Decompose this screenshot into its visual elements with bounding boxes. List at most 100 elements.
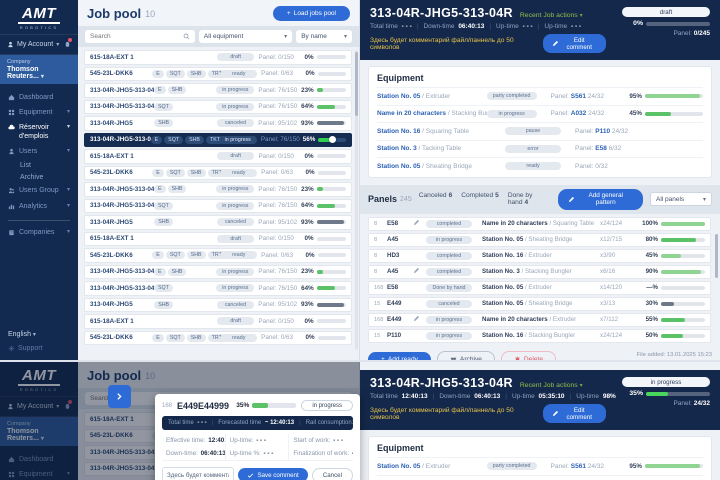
equipment-row[interactable]: Name in 20 characters / Stacking Bungler… [377, 104, 703, 123]
sort-select[interactable]: By name ▾ [296, 30, 352, 43]
language-selector[interactable]: English ▾ [8, 331, 36, 338]
job-status-badge: in progress [216, 267, 255, 276]
panel-row[interactable]: 15 E449 canceled Station No. 05 / Sheating … [368, 296, 711, 311]
search-input[interactable] [90, 33, 183, 40]
chevron-down-icon: ▾ [40, 436, 44, 442]
panel-status-badge: Done by hand [426, 283, 472, 292]
sidebar-item-equipment[interactable]: Equipment ▾ [0, 105, 78, 120]
stat-value: 5 [495, 192, 499, 199]
sidebar-item-label: Companies [19, 229, 55, 237]
edit-comment-button[interactable]: Edit comment [542, 34, 606, 53]
comment-input[interactable] [162, 467, 235, 480]
sidebar-item-r-servoir-d-emplois[interactable]: Réservoir d'emplois ▾ [0, 121, 78, 145]
bell-icon[interactable] [64, 400, 72, 411]
scrollbar-thumb[interactable] [715, 233, 718, 278]
job-status-badge: draft [216, 234, 255, 243]
support-link[interactable]: Support [8, 345, 70, 352]
expand-panel-button[interactable] [108, 385, 131, 408]
equipment-row[interactable]: Station No. 3 / Tacking Table error Panel:… [377, 139, 703, 158]
panel-row[interactable]: 168 E449 in progress Name in 20 characters … [368, 312, 711, 327]
equipment-row[interactable]: Station No. 16 / Squaring Table pause Pane… [377, 122, 703, 140]
cancel-button[interactable]: Cancel [311, 467, 353, 480]
scrollbar-thumb[interactable] [355, 52, 358, 116]
equipment-row[interactable]: Station No. 05 / Extruder party completed… [377, 87, 703, 105]
sidebar-subitem-list[interactable]: List [20, 162, 31, 170]
equipment-row[interactable]: Station No. 05 / Sheating Bridge ready Pan… [377, 157, 703, 175]
panel-row[interactable]: 8 E58 completed Name in 20 characters / Squ… [368, 216, 711, 231]
panel-count: 0/32 [595, 162, 608, 170]
brand-amt: AMT [18, 368, 60, 386]
panel-row[interactable]: 15 P110 in progress Station No. 16 / Stacki… [368, 328, 711, 343]
sidebar-item-equipment[interactable]: Equipment ▾ [0, 467, 78, 480]
panel-row-index: 168 [374, 284, 384, 291]
panel-row[interactable]: 8 HD3 completed Station No. 16 / Extruder x3… [368, 248, 711, 263]
sidebar-item-users[interactable]: Users ▾ [0, 145, 78, 160]
separator: | [211, 420, 214, 426]
equipment-filter-select[interactable]: All equipment ▾ [198, 30, 293, 43]
plus-icon: + [381, 355, 385, 360]
panels-filter-select[interactable]: All panels ▾ [650, 192, 712, 206]
sidebar-item-users-group[interactable]: Users Group ▾ [0, 184, 78, 199]
panel-row[interactable]: 168 E58 Done by hand Station No. 05 / Extru… [368, 280, 711, 295]
progress-fill [645, 464, 701, 469]
search-box[interactable] [85, 30, 195, 43]
recent-job-actions-link[interactable]: Recent Job actions ▾ [519, 12, 583, 19]
panels-stat-canceled: Canceled 6 [419, 192, 453, 206]
sidebar-item-analytics[interactable]: Analytics ▾ [0, 199, 78, 214]
equipment-row[interactable]: Name in 20 characters / Stacking Bungler… [377, 474, 703, 480]
company-selector[interactable]: Company Thomson Reuters... ▾ [0, 55, 78, 84]
job-row[interactable]: 313-04R-JHG5 SHB canceled Panel: 95/102 93% [84, 116, 352, 131]
plus-icon: + [286, 10, 291, 17]
sidebar-item-dashboard[interactable]: Dashboard [0, 90, 78, 105]
edit-comment-button[interactable]: Edit comment [542, 404, 606, 423]
account-menu[interactable]: My Account ▾ [0, 34, 78, 55]
equipment-chip: SQT [154, 201, 173, 210]
panel-count: x3/90 [600, 252, 616, 259]
recent-job-actions-link[interactable]: Recent Job actions ▾ [519, 382, 583, 389]
panel-row-code: E58 [387, 220, 399, 227]
pencil-icon[interactable] [413, 267, 426, 276]
job-row[interactable]: 313-04R-JHG5-313-04RESQTSHBTKTin progres… [84, 132, 352, 147]
notification-dot [68, 38, 72, 42]
bell-icon[interactable] [64, 38, 72, 49]
company-label: Company [7, 421, 31, 427]
sidebar-item-dashboard[interactable]: Dashboard [0, 452, 78, 467]
account-menu[interactable]: My Account ▾ [0, 396, 78, 417]
panel-row[interactable]: 8 A45 completed Station No. 3 / Stacking Bu… [368, 264, 711, 279]
save-comment-button[interactable]: Save comment [238, 468, 308, 480]
strip-value: ~ 12:40:13 [264, 420, 295, 426]
job-row[interactable]: 313-04R-JHG5 SHB canceled Panel: 95/102 93% [84, 215, 352, 230]
equipment-row[interactable]: Station No. 05 / Extruder party completed… [377, 457, 703, 475]
panel-row[interactable]: 8 A45 in progress Station No. 05 / Sheating… [368, 232, 711, 247]
company-selector[interactable]: Company Thomson Reuters... ▾ [0, 417, 78, 446]
archive-button[interactable]: Archive [436, 351, 495, 360]
sidebar-subitem-archive[interactable]: Archive [20, 174, 44, 182]
pencil-icon[interactable] [413, 219, 426, 228]
job-row[interactable]: 313-04R-JHG5 SHB canceled Panel: 95/102 93% [84, 297, 352, 312]
delete-button[interactable]: Delete [500, 351, 556, 360]
load-jobs-pool-button[interactable]: + Load jobs pool [272, 6, 350, 21]
add-ready-button[interactable]: + Add ready [368, 351, 431, 360]
pencil-icon[interactable] [413, 315, 426, 324]
sidebar-item-companies[interactable]: Companies ▾ [0, 226, 78, 241]
station-name-bold: Station No. 3 [377, 145, 417, 153]
panel-progress-bar [661, 285, 705, 290]
job-progress-bar [316, 187, 346, 192]
add-general-pattern-button[interactable]: Add general pattern [558, 188, 643, 210]
file-added-text: File added: 13.01.2025 15:23 [636, 351, 712, 358]
panel-progress-bar [661, 221, 705, 226]
